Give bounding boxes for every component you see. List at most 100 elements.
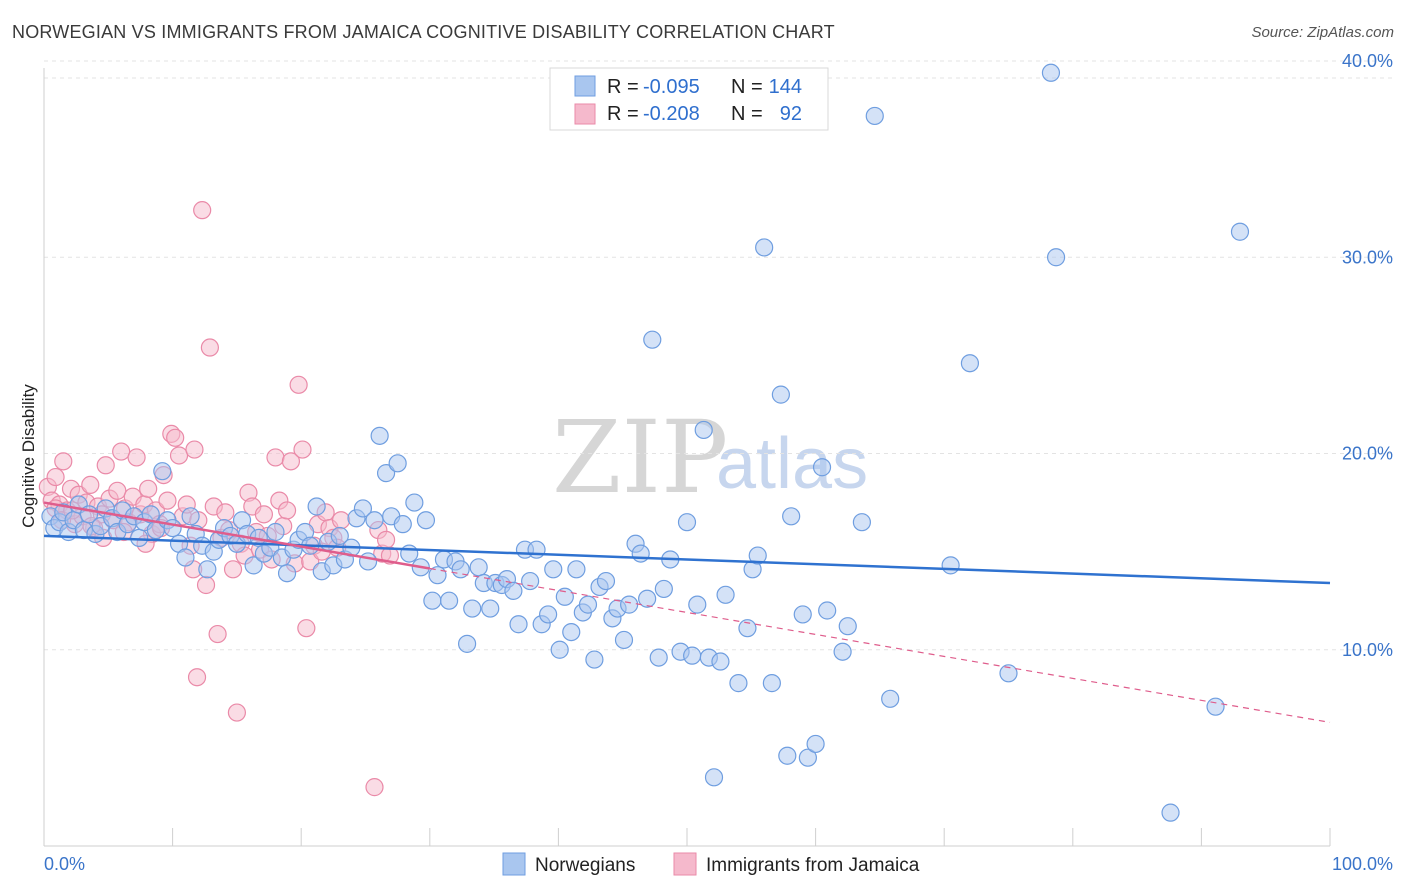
legend-r-value-2: -0.208 xyxy=(643,103,700,125)
norwegian-point xyxy=(423,591,442,610)
norwegian-point xyxy=(163,518,182,538)
series-legend: Norwegians Immigrants from Jamaica xyxy=(502,852,920,876)
legend-n-value-1: 144 xyxy=(769,76,802,98)
norwegian-point xyxy=(365,511,384,530)
legend-r-label-1: R = xyxy=(607,76,639,98)
series-label-jamaica: Immigrants from Jamaica xyxy=(706,855,920,876)
norwegian-point xyxy=(1046,248,1066,267)
norwegian-point xyxy=(481,599,500,618)
norwegian-point xyxy=(1041,63,1061,82)
watermark-zip: ZIP xyxy=(552,399,728,516)
jamaica-point xyxy=(108,481,127,500)
jamaica-point xyxy=(127,448,146,467)
jamaica-point xyxy=(293,440,312,459)
norwegian-point xyxy=(416,511,436,530)
norwegian-point xyxy=(793,605,812,624)
norwegian-point xyxy=(153,462,172,481)
series-swatch-jamaica xyxy=(673,852,697,876)
y-tick-label: 40.0% xyxy=(1342,51,1393,71)
watermark-atlas: atlas xyxy=(716,424,868,504)
norwegian-point xyxy=(762,674,781,693)
y-tick-label: 10.0% xyxy=(1342,640,1393,660)
norwegian-point xyxy=(469,558,488,577)
norwegian-point xyxy=(376,464,396,483)
norwegian-point xyxy=(527,540,546,559)
norwegian-point xyxy=(578,595,598,614)
norwegian-point xyxy=(704,768,724,787)
norwegian-point xyxy=(393,515,412,534)
y-tick-label: 30.0% xyxy=(1342,247,1393,267)
norwegian-point xyxy=(852,513,871,532)
jamaica-point xyxy=(46,467,65,487)
jamaica-point xyxy=(139,479,158,498)
norwegian-point xyxy=(748,546,767,565)
norwegian-point xyxy=(539,605,558,624)
jamaica-points xyxy=(38,201,400,797)
norwegian-point xyxy=(782,507,801,526)
norwegian-point xyxy=(778,746,797,765)
norwegian-point xyxy=(999,664,1018,683)
norwegian-point xyxy=(638,589,657,608)
jamaica-point xyxy=(216,503,235,522)
norwegian-point xyxy=(198,560,217,579)
jamaica-point xyxy=(331,511,351,530)
y-axis-label: Cognitive Disability xyxy=(19,384,38,528)
norwegian-point xyxy=(812,458,832,477)
norwegian-point xyxy=(806,734,825,754)
norwegian-point xyxy=(881,689,900,708)
jamaica-point xyxy=(200,338,219,357)
jamaica-point xyxy=(158,491,177,510)
norwegian-point xyxy=(544,560,563,579)
norwegian-point xyxy=(614,630,634,650)
norwegian-point xyxy=(960,354,980,373)
norwegian-point xyxy=(353,499,373,518)
norwegian-point xyxy=(694,420,713,440)
norwegian-point xyxy=(683,646,702,665)
norwegian-point xyxy=(439,591,459,610)
norwegian-point xyxy=(585,650,604,669)
norwegian-point xyxy=(550,640,569,659)
norwegian-point xyxy=(130,528,149,547)
legend-n-label-2: N = xyxy=(731,103,763,125)
y-tick-labels: 10.0% 20.0% 30.0% 40.0% xyxy=(1342,51,1393,660)
jamaica-point xyxy=(254,505,274,524)
legend-swatch-pink xyxy=(574,103,596,125)
norwegian-point xyxy=(388,454,407,473)
jamaica-point xyxy=(81,475,100,494)
norwegian-point xyxy=(370,426,389,445)
norwegian-point xyxy=(555,587,574,606)
jamaica-point xyxy=(208,624,227,644)
norwegian-point xyxy=(941,556,960,575)
norwegian-point xyxy=(176,548,195,567)
jamaica-point xyxy=(196,575,216,595)
norwegian-point xyxy=(1206,697,1225,716)
legend-n-label-1: N = xyxy=(731,76,763,98)
jamaica-point xyxy=(297,619,316,638)
jamaica-point xyxy=(54,452,73,471)
norwegian-points xyxy=(41,63,1250,822)
source-label: Source: ZipAtlas.com xyxy=(1251,24,1394,41)
norwegian-point xyxy=(688,595,707,614)
stats-legend-box xyxy=(549,67,829,131)
legend-n-value-2: 92 xyxy=(780,103,802,125)
series-swatch-norwegians xyxy=(502,852,526,876)
norwegian-point xyxy=(457,634,477,653)
norwegian-point xyxy=(865,106,884,126)
jamaica-point xyxy=(266,448,285,467)
jamaica-point xyxy=(289,375,308,394)
jamaica-trend-line-extension xyxy=(429,567,1331,723)
trend-lines xyxy=(43,501,1331,723)
jamaica-point xyxy=(227,703,246,722)
y-tick-label: 20.0% xyxy=(1342,444,1393,464)
norwegian-point xyxy=(755,238,774,257)
norwegian-point xyxy=(798,748,817,767)
jamaica-trend-line xyxy=(43,501,431,570)
jamaica-point xyxy=(166,428,185,447)
norwegian-point xyxy=(738,619,757,638)
norwegian-point xyxy=(654,579,673,599)
jamaica-point xyxy=(223,560,243,579)
norwegian-point xyxy=(463,599,482,618)
norwegian-point xyxy=(838,617,857,636)
norwegian-point xyxy=(620,595,639,614)
norwegian-point xyxy=(307,497,326,516)
